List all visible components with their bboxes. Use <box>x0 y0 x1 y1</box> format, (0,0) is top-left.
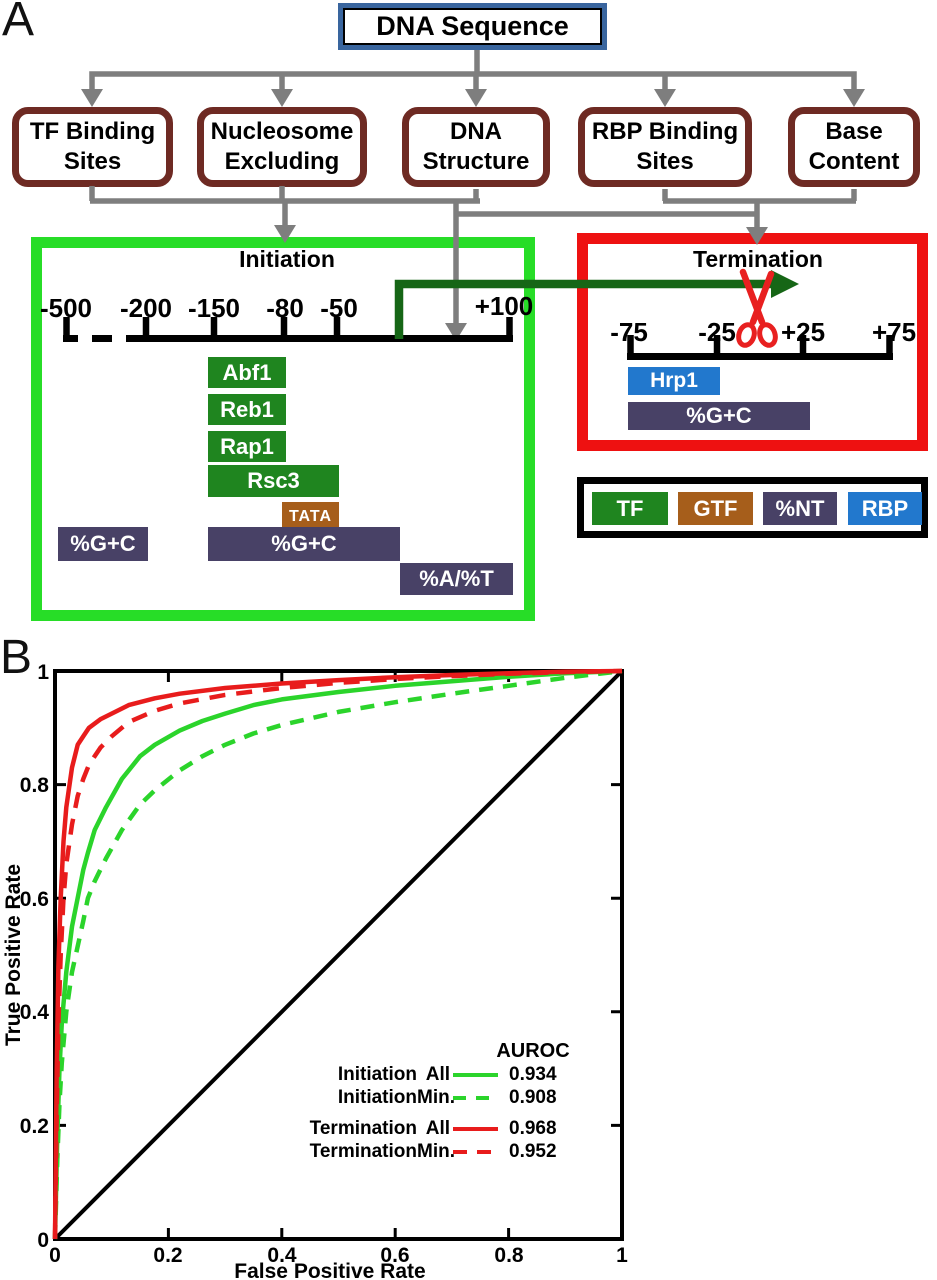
legend-series-variant: All <box>425 1117 450 1139</box>
legend-series-name: Initiation <box>337 1063 417 1085</box>
term-axis-label-m25: -25 <box>698 317 736 347</box>
feature-box-line2: Structure <box>422 148 530 175</box>
legend-series-name: Termination <box>309 1140 417 1162</box>
xtick-1: 1 <box>616 1244 628 1267</box>
roc-legend: Initiation All 0.934 Initiation Min. 0.9… <box>290 1063 579 1163</box>
termination-title: Termination <box>693 246 823 272</box>
feature-box-tf-binding-sites: TF Binding Sites <box>12 107 173 187</box>
legend-line-sample-red-solid <box>453 1126 498 1131</box>
legend-line-sample-red-dashed <box>453 1149 498 1154</box>
roc-legend-row-initiation-min: Initiation Min. 0.908 <box>290 1086 579 1109</box>
dna-sequence-box: DNA Sequence <box>338 3 607 50</box>
x-axis-title: False Positive Rate <box>234 1260 426 1280</box>
xtick-0: 0 <box>49 1244 61 1267</box>
bar-at-downstream: %A/%T <box>400 563 513 595</box>
term-axis-label-p75: +75 <box>871 317 917 347</box>
feature-box-nucleosome-excluding: Nucleosome Excluding <box>197 107 367 187</box>
xtick-0_8: 0.8 <box>494 1244 524 1267</box>
legend-group-gap <box>290 1109 579 1117</box>
feature-box-line1: Base <box>825 118 883 145</box>
feature-box-line2: Content <box>808 148 900 175</box>
bar-hrp1: Hrp1 <box>628 367 720 395</box>
arrowhead-tf <box>81 89 103 107</box>
legend-swatch-nt: %NT <box>763 492 837 525</box>
bar-reb1: Reb1 <box>208 394 286 425</box>
legend-series-variant: Min. <box>417 1140 455 1162</box>
dna-sequence-label: DNA Sequence <box>376 11 569 41</box>
connector-box-stubs <box>89 186 857 201</box>
arrowhead-base <box>843 89 865 107</box>
connector-top-rail <box>89 71 857 93</box>
ytick-0_4: 0.4 <box>19 1001 49 1024</box>
feature-box-line1: RBP Binding <box>591 118 739 145</box>
init-axis-label-m150: -150 <box>187 293 241 323</box>
auroc-header: AUROC <box>496 1040 570 1062</box>
plot-ticks-left <box>55 783 66 1127</box>
roc-legend-row-termination-min: Termination Min. 0.952 <box>290 1140 579 1163</box>
roc-legend-row-termination-all: Termination All 0.968 <box>290 1117 579 1140</box>
legend-series-variant: All <box>425 1063 450 1085</box>
legend-series-variant: Min. <box>417 1086 455 1108</box>
xtick-0_6: 0.6 <box>380 1244 410 1267</box>
panel-b-label: B <box>0 631 33 684</box>
connector-top-drops <box>279 74 668 93</box>
feature-box-line2: Sites <box>63 148 122 175</box>
xtick-0_4: 0.4 <box>267 1244 297 1267</box>
arrowhead-dna-structure <box>465 89 487 107</box>
feature-box-line1: Nucleosome <box>210 118 354 145</box>
bar-gc-upstream: %G+C <box>58 527 148 561</box>
dna-sequence-box-inner: DNA Sequence <box>343 8 602 45</box>
roc-legend-row-initiation-all: Initiation All 0.934 <box>290 1063 579 1086</box>
bar-gc-termination: %G+C <box>628 402 810 430</box>
feature-box-rbp-binding-sites: RBP Binding Sites <box>578 107 752 187</box>
roc-plot <box>52 668 624 1241</box>
xtick-0_2: 0.2 <box>153 1244 183 1267</box>
y-axis-title: True Positive Rate <box>2 863 25 1047</box>
ytick-0_8: 0.8 <box>19 774 49 797</box>
init-axis-label-p100: +100 <box>474 291 534 321</box>
legend-swatch-rbp: RBP <box>848 492 922 525</box>
plot-ticks-top <box>166 671 511 682</box>
feature-box-base-content: Base Content <box>788 107 920 187</box>
bar-tata: TATA <box>282 502 339 531</box>
legend-line-sample-green-solid <box>453 1072 498 1077</box>
bar-abf1: Abf1 <box>208 357 286 388</box>
arrowhead-rbp <box>654 89 676 107</box>
feature-box-line1: DNA <box>450 118 502 145</box>
init-axis-label-m500: -500 <box>39 293 93 323</box>
feature-box-line2: Sites <box>636 148 694 175</box>
legend-line-sample-green-dashed <box>453 1095 498 1100</box>
term-axis-label-p25: +25 <box>780 317 826 347</box>
legend-swatch-gtf: GTF <box>678 492 753 525</box>
term-axis-label-m75: -75 <box>610 317 648 347</box>
legend-auroc-value: 0.934 <box>509 1063 557 1085</box>
initiation-title: Initiation <box>239 246 335 272</box>
legend-series-name: Initiation <box>337 1086 417 1108</box>
bar-rsc3: Rsc3 <box>208 465 339 497</box>
legend-auroc-value: 0.908 <box>509 1086 557 1108</box>
legend-auroc-value: 0.952 <box>509 1140 557 1162</box>
ytick-1: 1 <box>37 661 49 684</box>
feature-box-dna-structure: DNA Structure <box>402 107 550 187</box>
feature-box-line1: TF Binding <box>29 118 156 145</box>
bar-gc-core: %G+C <box>208 527 400 561</box>
plot-ticks-bottom <box>166 1228 511 1239</box>
feature-box-line2: Excluding <box>224 148 340 175</box>
ytick-0_2: 0.2 <box>19 1115 49 1138</box>
bar-rap1: Rap1 <box>208 431 286 462</box>
ytick-0_6: 0.6 <box>19 888 49 911</box>
init-axis-label-m50: -50 <box>320 293 358 323</box>
legend-auroc-value: 0.968 <box>509 1117 557 1139</box>
legend-series-name: Termination <box>309 1117 417 1139</box>
legend-swatch-tf: TF <box>592 492 668 525</box>
panel-a-label: A <box>2 0 35 46</box>
plot-ticks-right <box>611 783 622 1127</box>
arrowhead-nucleosome <box>271 89 293 107</box>
ytick-0: 0 <box>37 1229 49 1252</box>
